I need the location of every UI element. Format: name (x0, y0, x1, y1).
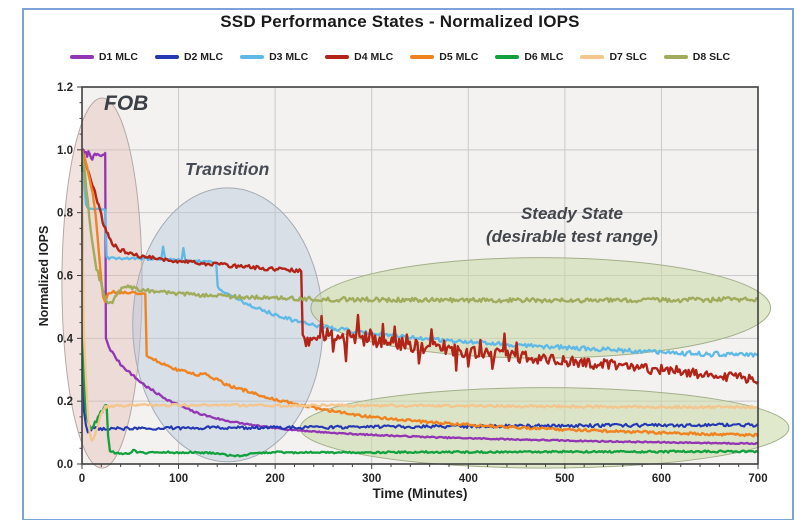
x-tick-label: 200 (266, 473, 285, 485)
x-axis-title: Time (Minutes) (372, 486, 468, 501)
legend-label: D8 SLC (692, 51, 731, 63)
series-line-d7-slc (81, 171, 759, 442)
legend-item-d4-mlc: D4 MLC (325, 51, 393, 63)
series-line-d6-mlc (81, 162, 759, 458)
x-tick-label: 500 (555, 473, 574, 485)
annotation-steady-state-line1: Steady State (520, 204, 624, 223)
legend-label: D1 MLC (98, 51, 138, 63)
y-tick-label: 0.2 (57, 396, 73, 408)
legend-swatch-icon (495, 55, 520, 59)
series-line-d1-mlc (81, 148, 759, 446)
legend-item-d7-slc: D7 SLC (580, 51, 647, 63)
y-tick-label: 1.0 (57, 145, 73, 157)
legend-swatch-icon (663, 55, 688, 59)
series-group (81, 148, 759, 458)
legend-item-d5-mlc: D5 MLC (410, 51, 478, 63)
legend-swatch-icon (410, 55, 435, 59)
legend-label: D6 MLC (524, 51, 564, 63)
series-line-d5-mlc (81, 149, 759, 438)
x-tick-label: 0 (79, 473, 85, 485)
legend-label: D5 MLC (439, 51, 479, 63)
legend-swatch-icon (240, 55, 265, 59)
legend-item-d6-mlc: D6 MLC (495, 51, 563, 63)
legend-label: D7 SLC (609, 51, 647, 63)
y-tick-label: 0.0 (57, 459, 73, 471)
annotation-steady-state-line2: (desirable test range) (486, 227, 658, 246)
y-tick-label: 1.2 (57, 82, 73, 94)
y-tick-label: 0.8 (57, 208, 74, 220)
legend-item-d1-mlc: D1 MLC (69, 51, 138, 63)
y-tick-label: 0.4 (57, 333, 74, 345)
legend-label: D4 MLC (354, 51, 394, 63)
x-tick-label: 600 (652, 473, 671, 485)
legend-item-d3-mlc: D3 MLC (240, 51, 308, 63)
legend-label: D3 MLC (269, 51, 309, 63)
annotation-transition: Transition (185, 159, 270, 179)
series-line-d8-slc (81, 150, 759, 305)
series-line-d4-mlc (81, 148, 759, 385)
x-tick-label: 700 (748, 473, 767, 485)
legend-swatch-icon (154, 55, 179, 59)
legend-swatch-icon (69, 55, 94, 59)
chart-title: SSD Performance States - Normalized IOPS (220, 12, 580, 31)
y-axis-title: Normalized IOPS (37, 225, 51, 327)
y-tick-label: 0.6 (57, 271, 73, 283)
x-tick-label: 300 (362, 473, 381, 485)
legend-swatch-icon (580, 55, 605, 59)
legend-item-d2-mlc: D2 MLC (154, 51, 224, 63)
annotation-steady-state: Steady State (desirable test range) (460, 202, 684, 248)
legend-item-d8-slc: D8 SLC (663, 51, 731, 63)
x-tick-label: 100 (169, 473, 188, 485)
legend: D1 MLC D2 MLC D3 MLC D4 MLC D5 MLC D6 MLC D7 S… (0, 51, 800, 63)
legend-label: D2 MLC (183, 51, 224, 63)
legend-swatch-icon (325, 55, 350, 59)
x-tick-label: 400 (459, 473, 478, 485)
series-line-d2-mlc (81, 175, 759, 434)
annotation-fob: FOB (104, 92, 149, 115)
